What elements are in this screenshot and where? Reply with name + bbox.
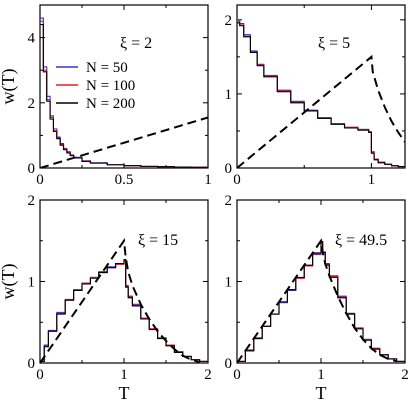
y-tick-label: 2 xyxy=(225,193,233,209)
y-tick-label: 0 xyxy=(225,161,233,177)
y-axis-title: w(T) xyxy=(0,69,19,105)
legend-label: N = 100 xyxy=(86,78,135,94)
plot-frame xyxy=(236,4,406,169)
y-axis-title: w(T) xyxy=(0,264,19,300)
panel-annotation: ξ = 15 xyxy=(138,232,178,249)
panel-annotation: ξ = 49.5 xyxy=(335,232,387,249)
dashed-reference-line xyxy=(237,54,405,168)
series-line-2 xyxy=(237,241,405,363)
y-tick-label: 1 xyxy=(28,275,36,291)
x-tick-label: 0 xyxy=(36,172,44,188)
series-line-1 xyxy=(237,242,405,363)
y-tick-label: 0 xyxy=(28,356,36,372)
y-tick-label: 1 xyxy=(225,275,233,291)
y-tick-label: 0 xyxy=(28,161,36,177)
x-tick-label: 0 xyxy=(233,172,241,188)
series-line-3 xyxy=(40,258,208,363)
chart-panel-4: 0 1 2 0 1 2 ξ = 49.5 T xyxy=(225,193,409,403)
x-tick-label: 0.5 xyxy=(115,172,134,188)
x-tick-label: 1 xyxy=(204,172,212,188)
series-group xyxy=(40,17,208,168)
x-axis-title: T xyxy=(316,383,327,403)
x-tick-label: 1 xyxy=(368,172,376,188)
chart-panel-3: 0 1 2 0 1 2 ξ = 15 w(T) T xyxy=(0,193,212,403)
plot-frame xyxy=(39,199,209,364)
x-axis-title: T xyxy=(119,383,130,403)
x-tick-label: 0 xyxy=(233,367,241,383)
dashed-reference-line xyxy=(40,237,200,363)
y-tick-label: 2 xyxy=(28,96,36,112)
dashed-reference-line xyxy=(40,116,208,168)
y-tick-label: 4 xyxy=(28,31,36,47)
x-tick-label: 1 xyxy=(120,367,128,383)
chart-panel-1: 0 0.5 1 0 2 4 ξ = 2 w(T) N = 50 N = 100 N = 200 xyxy=(0,4,212,188)
y-tick-label: 2 xyxy=(225,13,233,29)
chart-panel-2: 0 1 0 1 2 ξ = 5 xyxy=(225,4,406,188)
dashed-reference-line xyxy=(237,238,397,363)
series-group xyxy=(237,19,405,168)
panel-annotation: ξ = 2 xyxy=(120,35,152,52)
series-line-3 xyxy=(237,241,405,363)
x-tick-label: 2 xyxy=(401,367,409,383)
legend: N = 50 N = 100 N = 200 xyxy=(56,60,135,112)
x-tick-label: 2 xyxy=(204,367,212,383)
legend-label: N = 50 xyxy=(86,60,128,76)
series-line-3 xyxy=(237,22,405,168)
series-group xyxy=(40,237,208,363)
y-tick-label: 1 xyxy=(225,87,233,103)
y-tick-label: 0 xyxy=(225,356,233,372)
series-line-3 xyxy=(40,24,208,168)
series-group xyxy=(237,238,405,363)
panel-annotation: ξ = 5 xyxy=(318,35,350,52)
legend-label: N = 200 xyxy=(86,96,135,112)
x-tick-label: 0 xyxy=(36,367,44,383)
x-tick-label: 1 xyxy=(317,367,325,383)
y-tick-label: 2 xyxy=(28,193,36,209)
